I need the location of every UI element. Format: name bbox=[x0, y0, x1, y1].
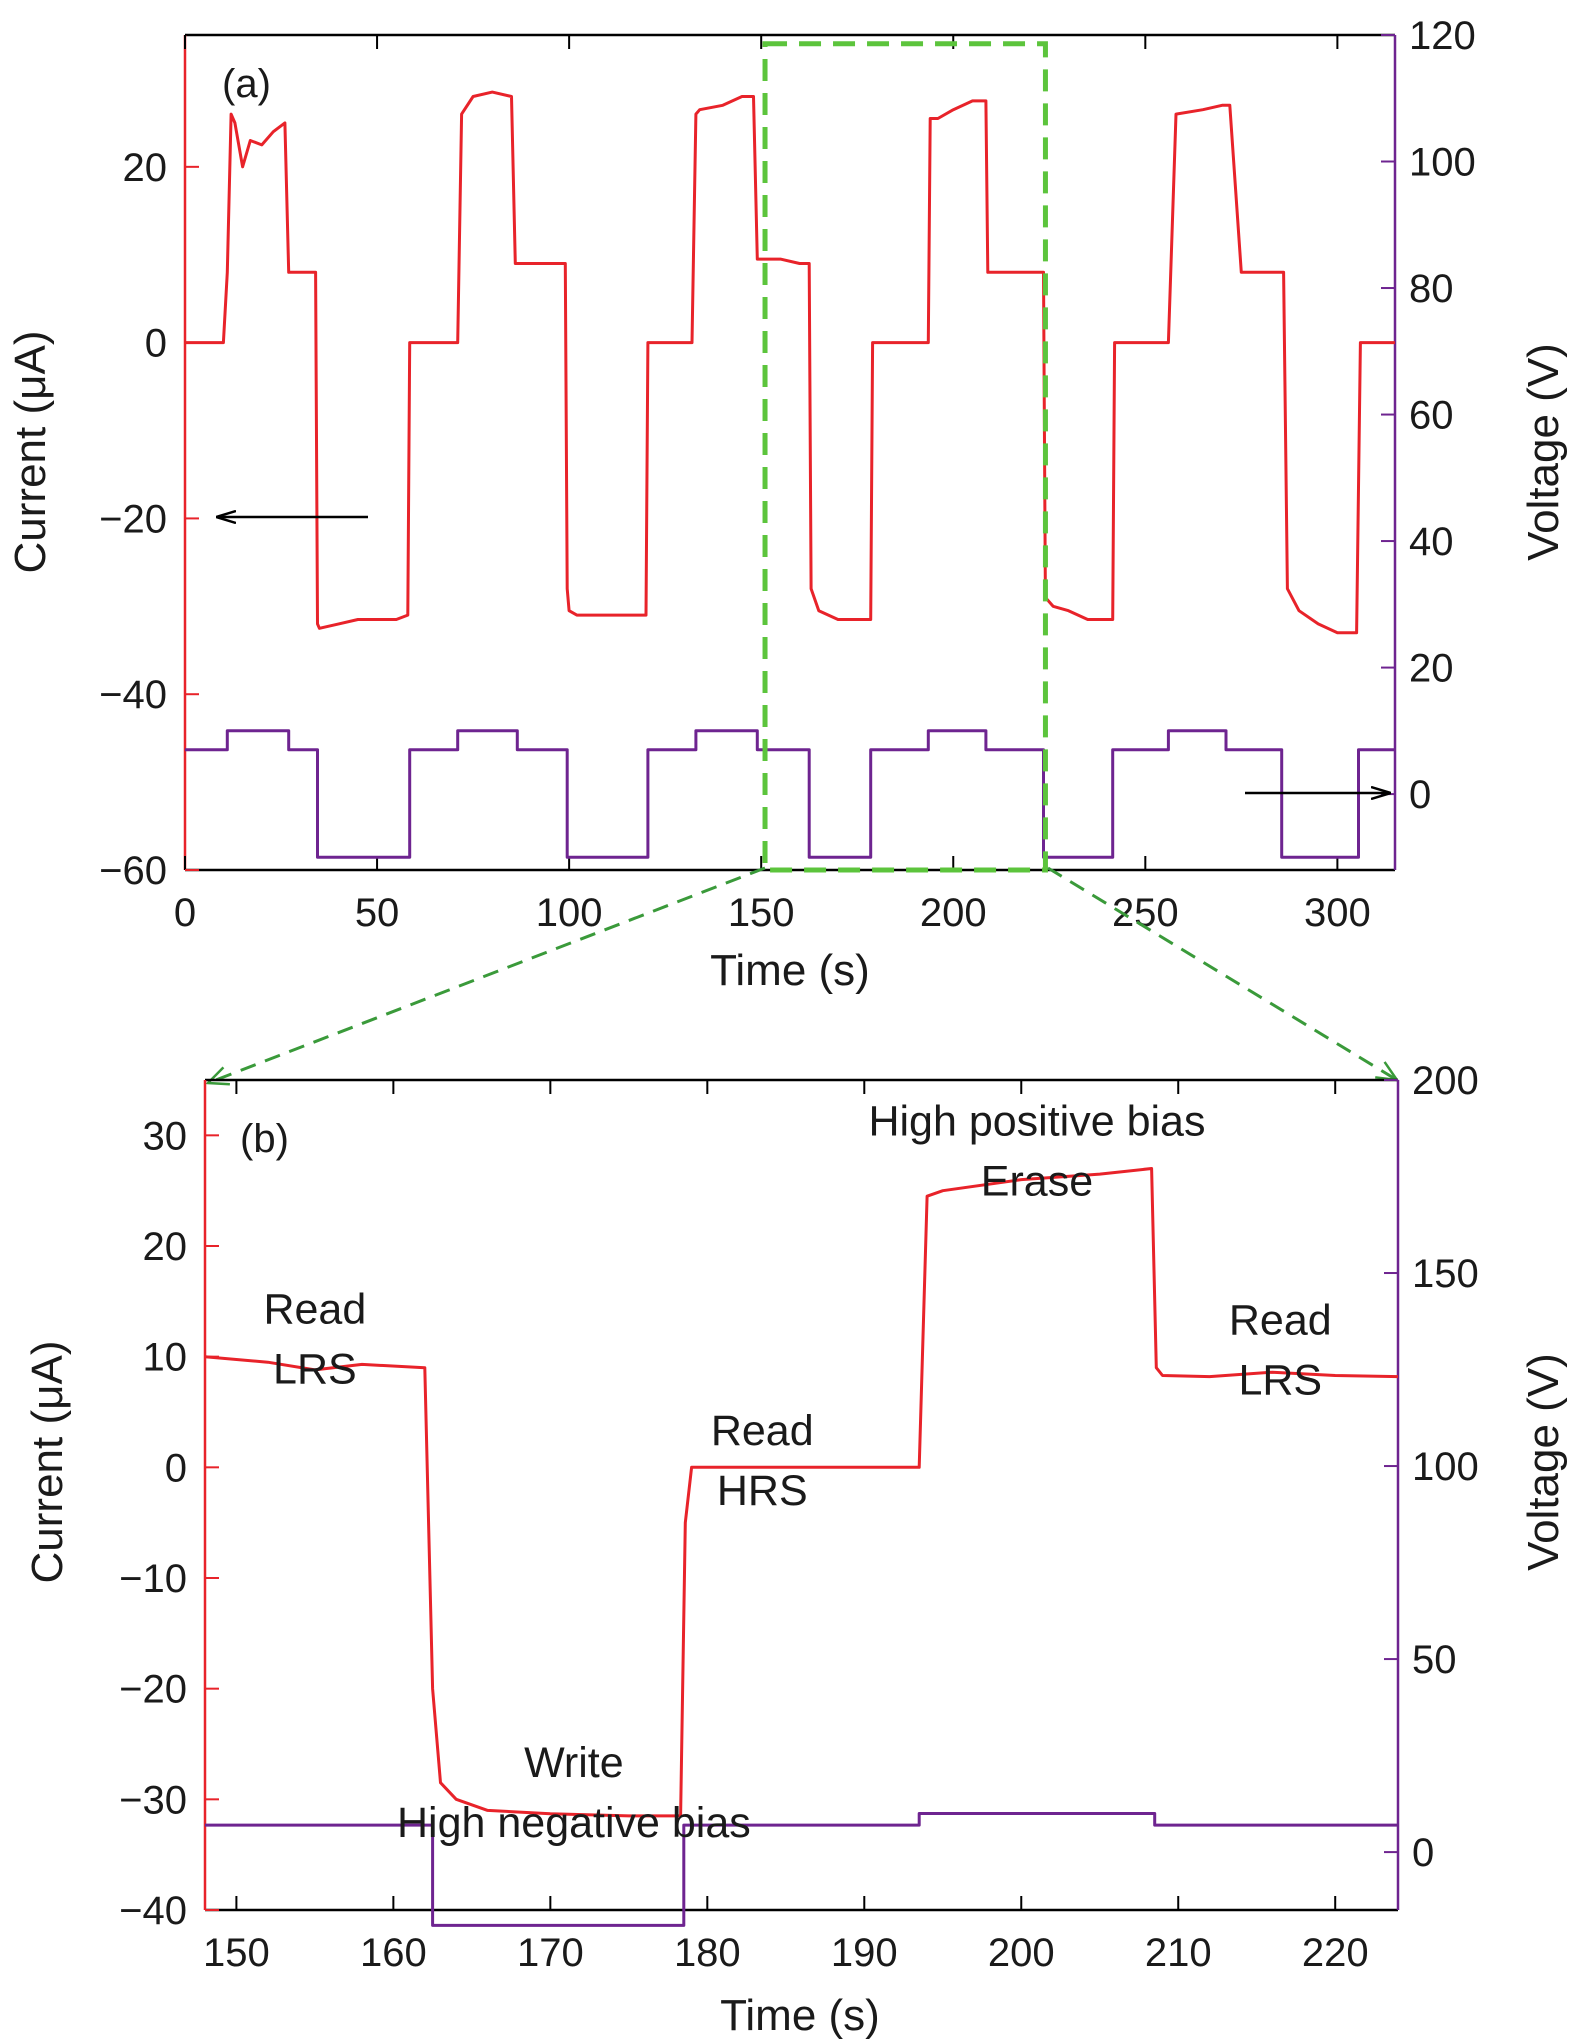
y2-tick-label: 40 bbox=[1409, 520, 1454, 564]
voltage-series-line bbox=[185, 729, 1395, 859]
state-annotation: Read LRS bbox=[1229, 1297, 1332, 1405]
current-series-line bbox=[185, 90, 1395, 635]
x-tick-label: 0 bbox=[174, 891, 196, 935]
y-tick-label: 10 bbox=[143, 1336, 188, 1380]
y2-tick-label: 100 bbox=[1409, 141, 1476, 185]
y-tick-label: 0 bbox=[145, 322, 167, 366]
annotation-line: LRS bbox=[1238, 1357, 1322, 1405]
panel-b-ticks: 150 160 170 180 190 200 210 220−40−30−20−100102… bbox=[119, 1059, 1479, 1975]
annotation-line: HRS bbox=[717, 1467, 808, 1515]
panel-b-frame bbox=[203, 1078, 1400, 1912]
x-tick-label: 210 bbox=[1145, 1931, 1212, 1975]
y2-tick-label: 50 bbox=[1412, 1638, 1457, 1682]
x-tick-label: 200 bbox=[988, 1931, 1055, 1975]
zoom-guide-right bbox=[1047, 866, 1397, 1080]
y-tick-label: 0 bbox=[165, 1446, 187, 1490]
panel-a-series bbox=[185, 90, 1395, 859]
annotation-line: High positive bias bbox=[868, 1097, 1205, 1145]
x-tick-label: 170 bbox=[517, 1931, 584, 1975]
y-tick-label: −20 bbox=[99, 497, 167, 541]
x-tick-label: 50 bbox=[355, 891, 400, 935]
y-tick-label: −40 bbox=[99, 673, 167, 717]
x-tick-label: 150 bbox=[203, 1931, 270, 1975]
y2-tick-label: 100 bbox=[1412, 1445, 1479, 1489]
panel-a-x-axis-label: Time (s) bbox=[710, 946, 870, 995]
y2-tick-label: 0 bbox=[1412, 1831, 1434, 1875]
y-tick-label: −40 bbox=[119, 1889, 187, 1933]
y-tick-label: −10 bbox=[119, 1557, 187, 1601]
y2-tick-label: 120 bbox=[1409, 14, 1476, 58]
state-annotation: Write High negative bias bbox=[397, 1739, 751, 1847]
x-tick-label: 190 bbox=[831, 1931, 898, 1975]
annotation-line: Read bbox=[1229, 1297, 1332, 1345]
y2-tick-label: 60 bbox=[1409, 394, 1454, 438]
x-tick-label: 160 bbox=[360, 1931, 427, 1975]
annotation-line: Read bbox=[263, 1285, 366, 1333]
panel-b-x-axis-label: Time (s) bbox=[720, 1991, 880, 2040]
x-tick-label: 200 bbox=[920, 891, 987, 935]
y2-tick-label: 150 bbox=[1412, 1252, 1479, 1296]
panel-b-label: (b) bbox=[240, 1117, 289, 1161]
panel-b-annotations: Read LRS Write High negative bias Read HRS Hig… bbox=[263, 1097, 1331, 1847]
annotation-line: Erase bbox=[981, 1157, 1093, 1205]
panel-a: 0 50 100 150 200 250 300−60−40−200200204060801… bbox=[6, 14, 1568, 995]
panel-a-frame bbox=[183, 33, 1397, 872]
zoom-guide-left bbox=[208, 866, 766, 1083]
y-tick-label: −30 bbox=[119, 1778, 187, 1822]
y2-tick-label: 200 bbox=[1412, 1059, 1479, 1103]
annotation-line: High negative bias bbox=[397, 1799, 751, 1847]
voltage-series-line bbox=[205, 1812, 1398, 1927]
panel-b-y-axis-label: Current (μA) bbox=[23, 1341, 72, 1584]
y-tick-label: −20 bbox=[119, 1668, 187, 1712]
panel-a-y2-axis-label: Voltage (V) bbox=[1519, 343, 1568, 561]
panel-b: 150 160 170 180 190 200 210 220−40−30−20−100102… bbox=[23, 1059, 1568, 2040]
y-tick-label: 20 bbox=[123, 146, 168, 190]
annotation-line: LRS bbox=[273, 1345, 357, 1393]
panel-a-label: (a) bbox=[222, 62, 271, 106]
x-tick-label: 100 bbox=[536, 891, 603, 935]
annotation-line: Read bbox=[711, 1407, 814, 1455]
y-tick-label: 20 bbox=[143, 1225, 188, 1269]
y-tick-label: 30 bbox=[143, 1114, 188, 1158]
y2-tick-label: 20 bbox=[1409, 647, 1454, 691]
x-tick-label: 180 bbox=[674, 1931, 741, 1975]
x-tick-label: 220 bbox=[1302, 1931, 1369, 1975]
state-annotation: Read LRS bbox=[263, 1285, 366, 1393]
state-annotation: Read HRS bbox=[711, 1407, 814, 1515]
y2-tick-label: 0 bbox=[1409, 773, 1431, 817]
x-tick-label: 150 bbox=[728, 891, 795, 935]
x-tick-label: 300 bbox=[1304, 891, 1371, 935]
y-tick-label: −60 bbox=[99, 849, 167, 893]
panel-a-y-axis-label: Current (μA) bbox=[6, 331, 55, 574]
zoom-region-box bbox=[762, 41, 1048, 873]
panel-b-y2-axis-label: Voltage (V) bbox=[1519, 1353, 1568, 1571]
panel-a-ticks: 0 50 100 150 200 250 300−60−40−200200204060801… bbox=[99, 14, 1476, 935]
state-annotation: High positive bias Erase bbox=[868, 1097, 1205, 1205]
annotation-line: Write bbox=[524, 1739, 624, 1787]
current-series-line bbox=[204, 1167, 1399, 1818]
panel-b-series bbox=[204, 1167, 1399, 1927]
y2-tick-label: 80 bbox=[1409, 267, 1454, 311]
